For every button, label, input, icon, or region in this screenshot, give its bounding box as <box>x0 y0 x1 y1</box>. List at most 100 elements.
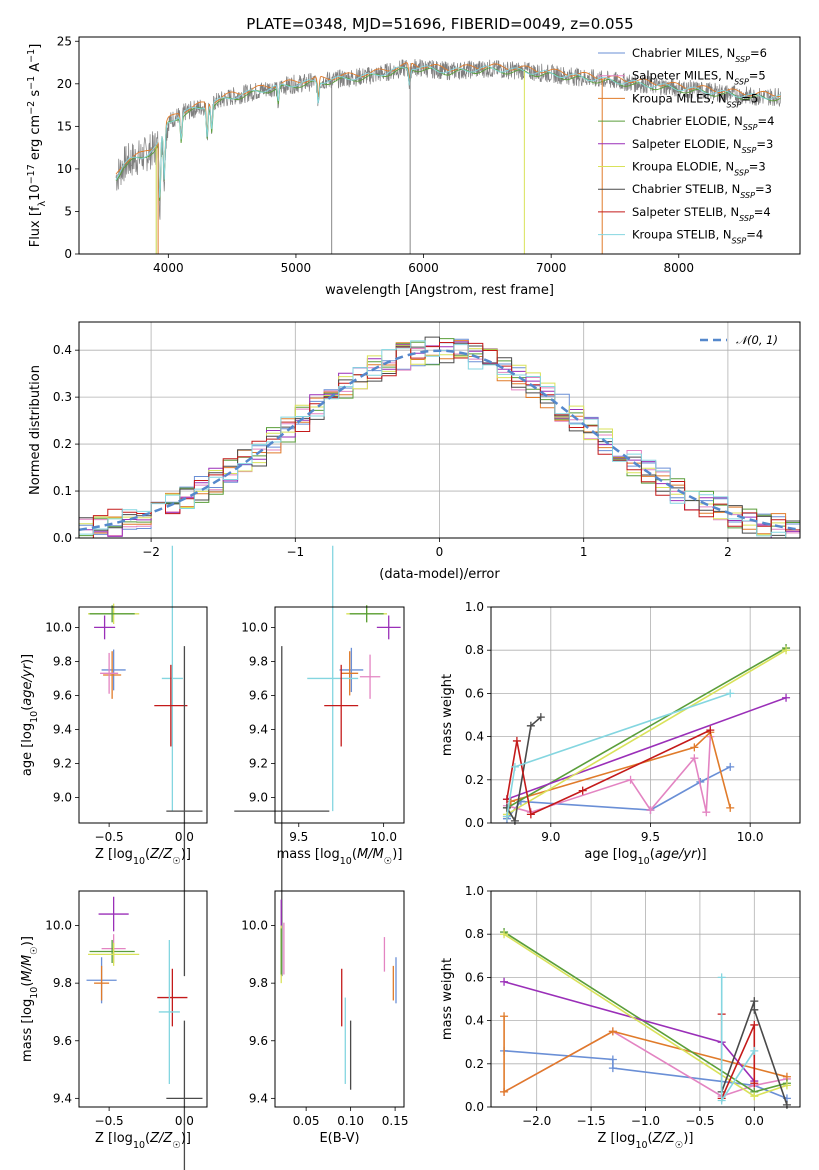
panel-age-vs-mass: 9.5 10.0 9.0 9.2 9.4 9.6 9.8 10.0 mass [log10(M/… <box>234 545 405 977</box>
y-tick-label: 0.4 <box>465 730 484 744</box>
legend-label: Kroupa ELODIE, NSSP=3 <box>632 160 766 178</box>
weight-point-marker <box>750 1020 759 1029</box>
weight-point-marker <box>526 721 535 730</box>
weight-point-marker <box>500 930 509 939</box>
legend-label: Kroupa STELIB, NSSP=4 <box>632 228 763 246</box>
y-tick-label: 1.0 <box>465 600 484 614</box>
y-axis-label: mass weight <box>440 674 455 756</box>
y-tick-label: 10.0 <box>45 620 72 634</box>
x-tick-label: 0.10 <box>337 1114 364 1128</box>
y-tick-label: 0.2 <box>465 1057 484 1071</box>
weight-point-marker <box>510 762 519 771</box>
y-tick-label: 5 <box>64 204 72 218</box>
weight-point-marker <box>500 1012 509 1021</box>
weight-point-marker <box>782 1081 791 1090</box>
x-tick-label: 5000 <box>281 261 312 275</box>
weight-point-marker <box>726 803 735 812</box>
axes-frame <box>78 36 801 255</box>
panel-mass-vs-ebv: 0.05 0.10 0.15 9.4 9.6 9.8 10.0 E(B-V) <box>241 890 409 1146</box>
y-tick-label: 25 <box>57 34 72 48</box>
y-tick-label: 9.6 <box>53 1034 72 1048</box>
y-tick-label: 9.0 <box>53 790 72 804</box>
y-tick-label: 9.2 <box>53 756 72 770</box>
x-tick-label: 9.5 <box>289 830 308 844</box>
weight-point-marker <box>510 816 519 825</box>
panel-weight-vs-age: 9.0 9.5 10.0 0.0 0.2 0.4 0.6 0.8 1.0 age [log10(a… <box>440 600 801 867</box>
x-tick-label: 0.15 <box>382 1114 409 1128</box>
y-tick-label: 0.1 <box>53 484 72 498</box>
y-tick-label: 0.6 <box>465 970 484 984</box>
weight-series-line <box>506 696 787 800</box>
weight-series-line <box>503 1016 788 1094</box>
panel-residual-hist: −2 −1 0 1 2 0.0 0.1 0.2 0.3 0.4 (data-model)/error… <box>28 321 801 582</box>
weight-point-marker <box>782 693 791 702</box>
y-tick-label: 9.8 <box>53 654 72 668</box>
y-tick-label: 9.4 <box>249 1091 268 1105</box>
x-tick-label: −2.0 <box>522 1114 551 1128</box>
weight-point-marker <box>750 1079 759 1088</box>
x-tick-label: 7000 <box>536 261 567 275</box>
y-tick-label: 10 <box>57 162 72 176</box>
axes-frame <box>274 606 405 824</box>
weight-series-line <box>720 1000 788 1106</box>
weight-point-marker <box>512 736 521 745</box>
y-tick-label: 0.0 <box>53 531 72 545</box>
weight-point-marker <box>608 1027 617 1036</box>
y-tick-label: 0.6 <box>465 686 484 700</box>
weight-point-marker <box>646 806 655 815</box>
legend-label: Chabrier ELODIE, NSSP=4 <box>632 114 774 132</box>
x-tick-label: 1 <box>580 545 588 559</box>
y-tick-label: 9.0 <box>249 790 268 804</box>
axes-frame <box>490 890 801 1108</box>
weight-series-line <box>503 980 755 1082</box>
y-tick-label: 0.4 <box>465 1014 484 1028</box>
x-tick-label: 0.05 <box>293 1114 320 1128</box>
x-tick-label: 6000 <box>408 261 439 275</box>
weight-point-marker <box>500 1087 509 1096</box>
weight-point-marker <box>750 1046 759 1055</box>
y-tick-label: 9.4 <box>53 722 72 736</box>
y-axis-label: Normed distribution <box>28 365 43 495</box>
x-tick-label: 10.0 <box>737 830 764 844</box>
weight-point-marker <box>690 743 699 752</box>
y-tick-label: 10.0 <box>45 919 72 933</box>
x-tick-label: −2 <box>142 545 160 559</box>
x-tick-label: −0.5 <box>95 1114 124 1128</box>
x-tick-label: −0.5 <box>685 1114 714 1128</box>
panel-spectrum: 4000 5000 6000 7000 8000 0 5 10 15 20 25 wavelength… <box>26 34 801 298</box>
y-tick-label: 9.8 <box>249 976 268 990</box>
weight-point-marker <box>706 726 715 735</box>
axes-frame <box>78 890 208 1108</box>
normal-curve <box>78 349 801 532</box>
y-tick-label: 9.4 <box>53 1091 72 1105</box>
weight-point-marker <box>782 1100 791 1109</box>
x-tick-label: 9.5 <box>641 830 660 844</box>
x-tick-label: 0 <box>436 545 444 559</box>
weight-point-marker <box>702 808 711 817</box>
x-tick-label: −1.5 <box>577 1114 606 1128</box>
x-tick-label: 10.0 <box>370 830 397 844</box>
y-tick-label: 0.4 <box>53 343 72 357</box>
x-tick-label: −1 <box>286 545 304 559</box>
weight-point-marker <box>717 973 726 982</box>
legend-label: 𝒩(0, 1) <box>736 333 778 347</box>
x-axis-label: mass [log10(M/M☉)] <box>277 847 403 867</box>
x-axis-label: wavelength [Angstrom, rest frame] <box>325 283 554 298</box>
legend-label: Salpeter MILES, NSSP=5 <box>632 69 766 87</box>
weight-point-marker <box>502 812 511 821</box>
weight-point-marker <box>608 1055 617 1064</box>
weight-point-marker <box>608 1064 617 1073</box>
weight-point-marker <box>782 646 791 655</box>
y-tick-label: 9.6 <box>249 1034 268 1048</box>
axes-frame <box>274 890 405 1108</box>
weight-point-marker <box>626 775 635 784</box>
y-tick-label: 0.3 <box>53 390 72 404</box>
x-tick-label: 9.0 <box>541 830 560 844</box>
y-tick-label: 10.0 <box>241 919 268 933</box>
y-tick-label: 0.2 <box>465 773 484 787</box>
axes-frame <box>78 321 801 539</box>
legend-label: Salpeter ELODIE, NSSP=3 <box>632 137 773 155</box>
weight-series-line <box>506 649 787 816</box>
x-tick-label: −1.0 <box>631 1114 660 1128</box>
figure-title: PLATE=0348, MJD=51696, FIBERID=0049, z=0… <box>246 15 633 33</box>
